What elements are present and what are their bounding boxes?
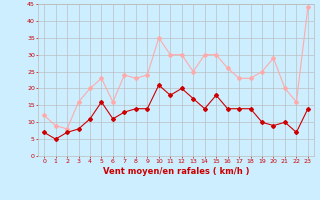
X-axis label: Vent moyen/en rafales ( km/h ): Vent moyen/en rafales ( km/h ) xyxy=(103,167,249,176)
